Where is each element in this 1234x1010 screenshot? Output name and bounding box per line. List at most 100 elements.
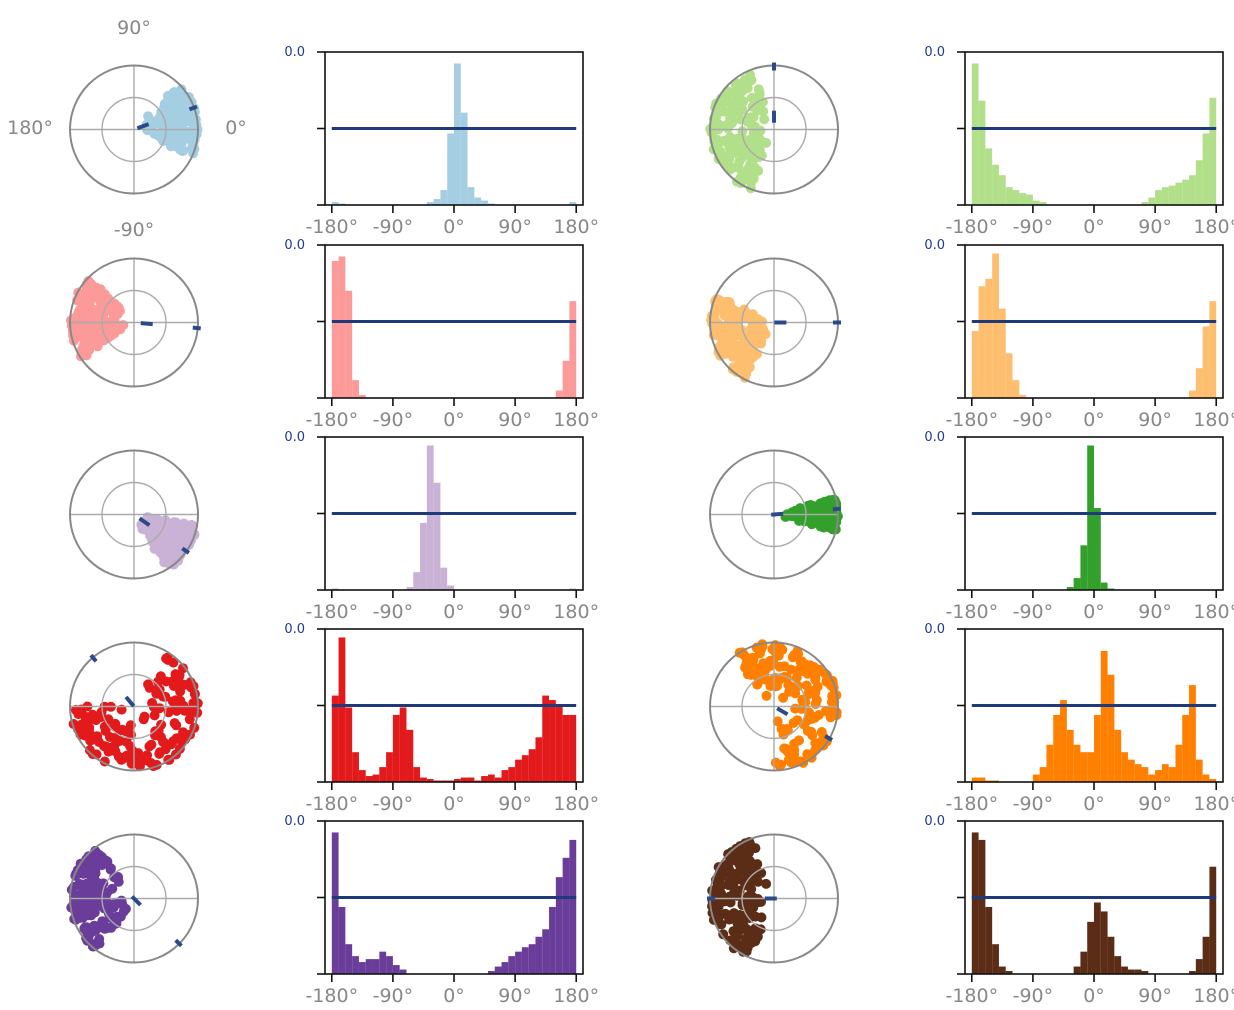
y-tick-label: 0.0	[284, 45, 305, 60]
mean-marker-inner	[138, 516, 151, 527]
histogram-bar	[555, 390, 563, 398]
histogram-bar	[1080, 752, 1088, 782]
scatter-point	[84, 731, 95, 742]
scatter-point	[752, 930, 763, 941]
x-tick-label: 0°	[1083, 793, 1105, 815]
scatter-point	[745, 159, 756, 170]
histogram-bar	[1195, 368, 1203, 398]
y-tick-label: 0.0	[284, 814, 305, 829]
histogram-bar	[487, 971, 495, 974]
scatter-point	[172, 97, 183, 108]
scatter-point	[754, 87, 765, 98]
scatter-point	[165, 532, 176, 543]
polar-outer-ring	[69, 257, 199, 388]
histogram-bar	[1121, 966, 1128, 974]
scatter-point	[149, 710, 160, 721]
scatter-point	[722, 325, 733, 336]
x-tick-label: -180°	[945, 601, 998, 623]
histogram-bar	[1053, 714, 1061, 782]
scatter-point	[154, 703, 165, 714]
x-tick-label: -90°	[1013, 985, 1054, 1007]
scatter-point	[748, 173, 759, 184]
histogram-bar	[1209, 301, 1217, 398]
scatter-point	[167, 138, 177, 149]
scatter-point	[740, 860, 751, 871]
histogram-bar	[1209, 866, 1217, 974]
scatter-point	[733, 160, 744, 171]
scatter-point	[178, 145, 189, 156]
histogram-bar	[1195, 160, 1203, 205]
histogram-bar	[542, 695, 550, 782]
histogram-bar	[1005, 187, 1013, 205]
histogram-bar	[494, 966, 502, 974]
scatter-point	[722, 311, 732, 321]
x-tick-label: 0°	[1083, 985, 1105, 1007]
histogram-bar	[352, 956, 359, 974]
scatter-point	[720, 346, 731, 357]
histogram-bar	[542, 929, 550, 974]
scatter-point	[158, 736, 168, 747]
histogram-bar	[992, 164, 999, 205]
scatter-point	[812, 516, 823, 527]
histogram-bar	[549, 700, 556, 782]
polar-plot-7	[68, 641, 203, 772]
scatter-point	[749, 137, 760, 148]
scatter-point	[172, 522, 183, 533]
histogram-bar	[1134, 764, 1142, 782]
scatter-point	[143, 111, 154, 122]
histogram-bar	[426, 202, 434, 205]
histogram-bar	[555, 877, 563, 974]
mean-marker-rim	[174, 938, 183, 948]
x-tick-label: -90°	[1013, 793, 1054, 815]
histogram-bar	[331, 832, 339, 974]
scatter-point	[781, 724, 792, 734]
histogram-bar	[1182, 714, 1190, 782]
mean-marker-rim	[89, 653, 98, 663]
histogram-bar	[1066, 587, 1074, 590]
scatter-point	[106, 922, 117, 933]
histogram-bar	[352, 752, 359, 782]
x-tick-label: 90°	[1138, 216, 1172, 238]
scatter-point	[168, 657, 179, 668]
histogram-bar	[1012, 380, 1020, 398]
histogram-bar	[1127, 759, 1135, 782]
scatter-point	[127, 746, 138, 756]
scatter-point	[711, 320, 722, 331]
x-tick-label: -90°	[373, 793, 414, 815]
x-tick-label: 90°	[1138, 793, 1172, 815]
x-tick-label: -90°	[373, 601, 414, 623]
scatter-point	[741, 924, 752, 935]
histogram-bar	[1202, 936, 1210, 974]
histogram-10: 0.0 -180° -90° 0° 90° 180°	[924, 814, 1234, 1007]
scatter-point	[104, 732, 115, 742]
histogram-bar	[338, 906, 346, 974]
histogram-bar	[549, 906, 556, 974]
histogram-bar	[399, 707, 407, 782]
scatter-point	[821, 498, 832, 509]
histogram-bar	[1155, 190, 1162, 205]
histogram-bar	[1134, 969, 1142, 974]
histogram-bar	[345, 290, 353, 398]
scatter-point	[169, 718, 180, 729]
scatter-point	[92, 898, 103, 909]
scatter-point	[810, 699, 821, 709]
histogram-bar	[508, 956, 516, 974]
histogram-bar	[515, 759, 522, 782]
x-tick-label: -90°	[373, 409, 414, 431]
histogram-bar	[1087, 445, 1094, 590]
histogram-bar	[352, 380, 359, 398]
scatter-point	[789, 749, 800, 760]
histogram-bar	[1161, 187, 1169, 205]
histogram-bar	[1182, 179, 1190, 205]
histogram-bar	[1107, 936, 1115, 974]
polar-plot-4	[706, 257, 841, 388]
x-tick-label: 0°	[443, 793, 465, 815]
polar-plot-1	[69, 64, 203, 195]
scatter-point	[826, 520, 837, 531]
y-tick-label: 0.0	[284, 622, 305, 637]
histogram-bar	[467, 187, 475, 205]
histogram-bar	[1168, 767, 1176, 782]
histogram-bar	[433, 482, 441, 590]
scatter-point	[800, 659, 811, 670]
histogram-bar	[1189, 390, 1196, 398]
